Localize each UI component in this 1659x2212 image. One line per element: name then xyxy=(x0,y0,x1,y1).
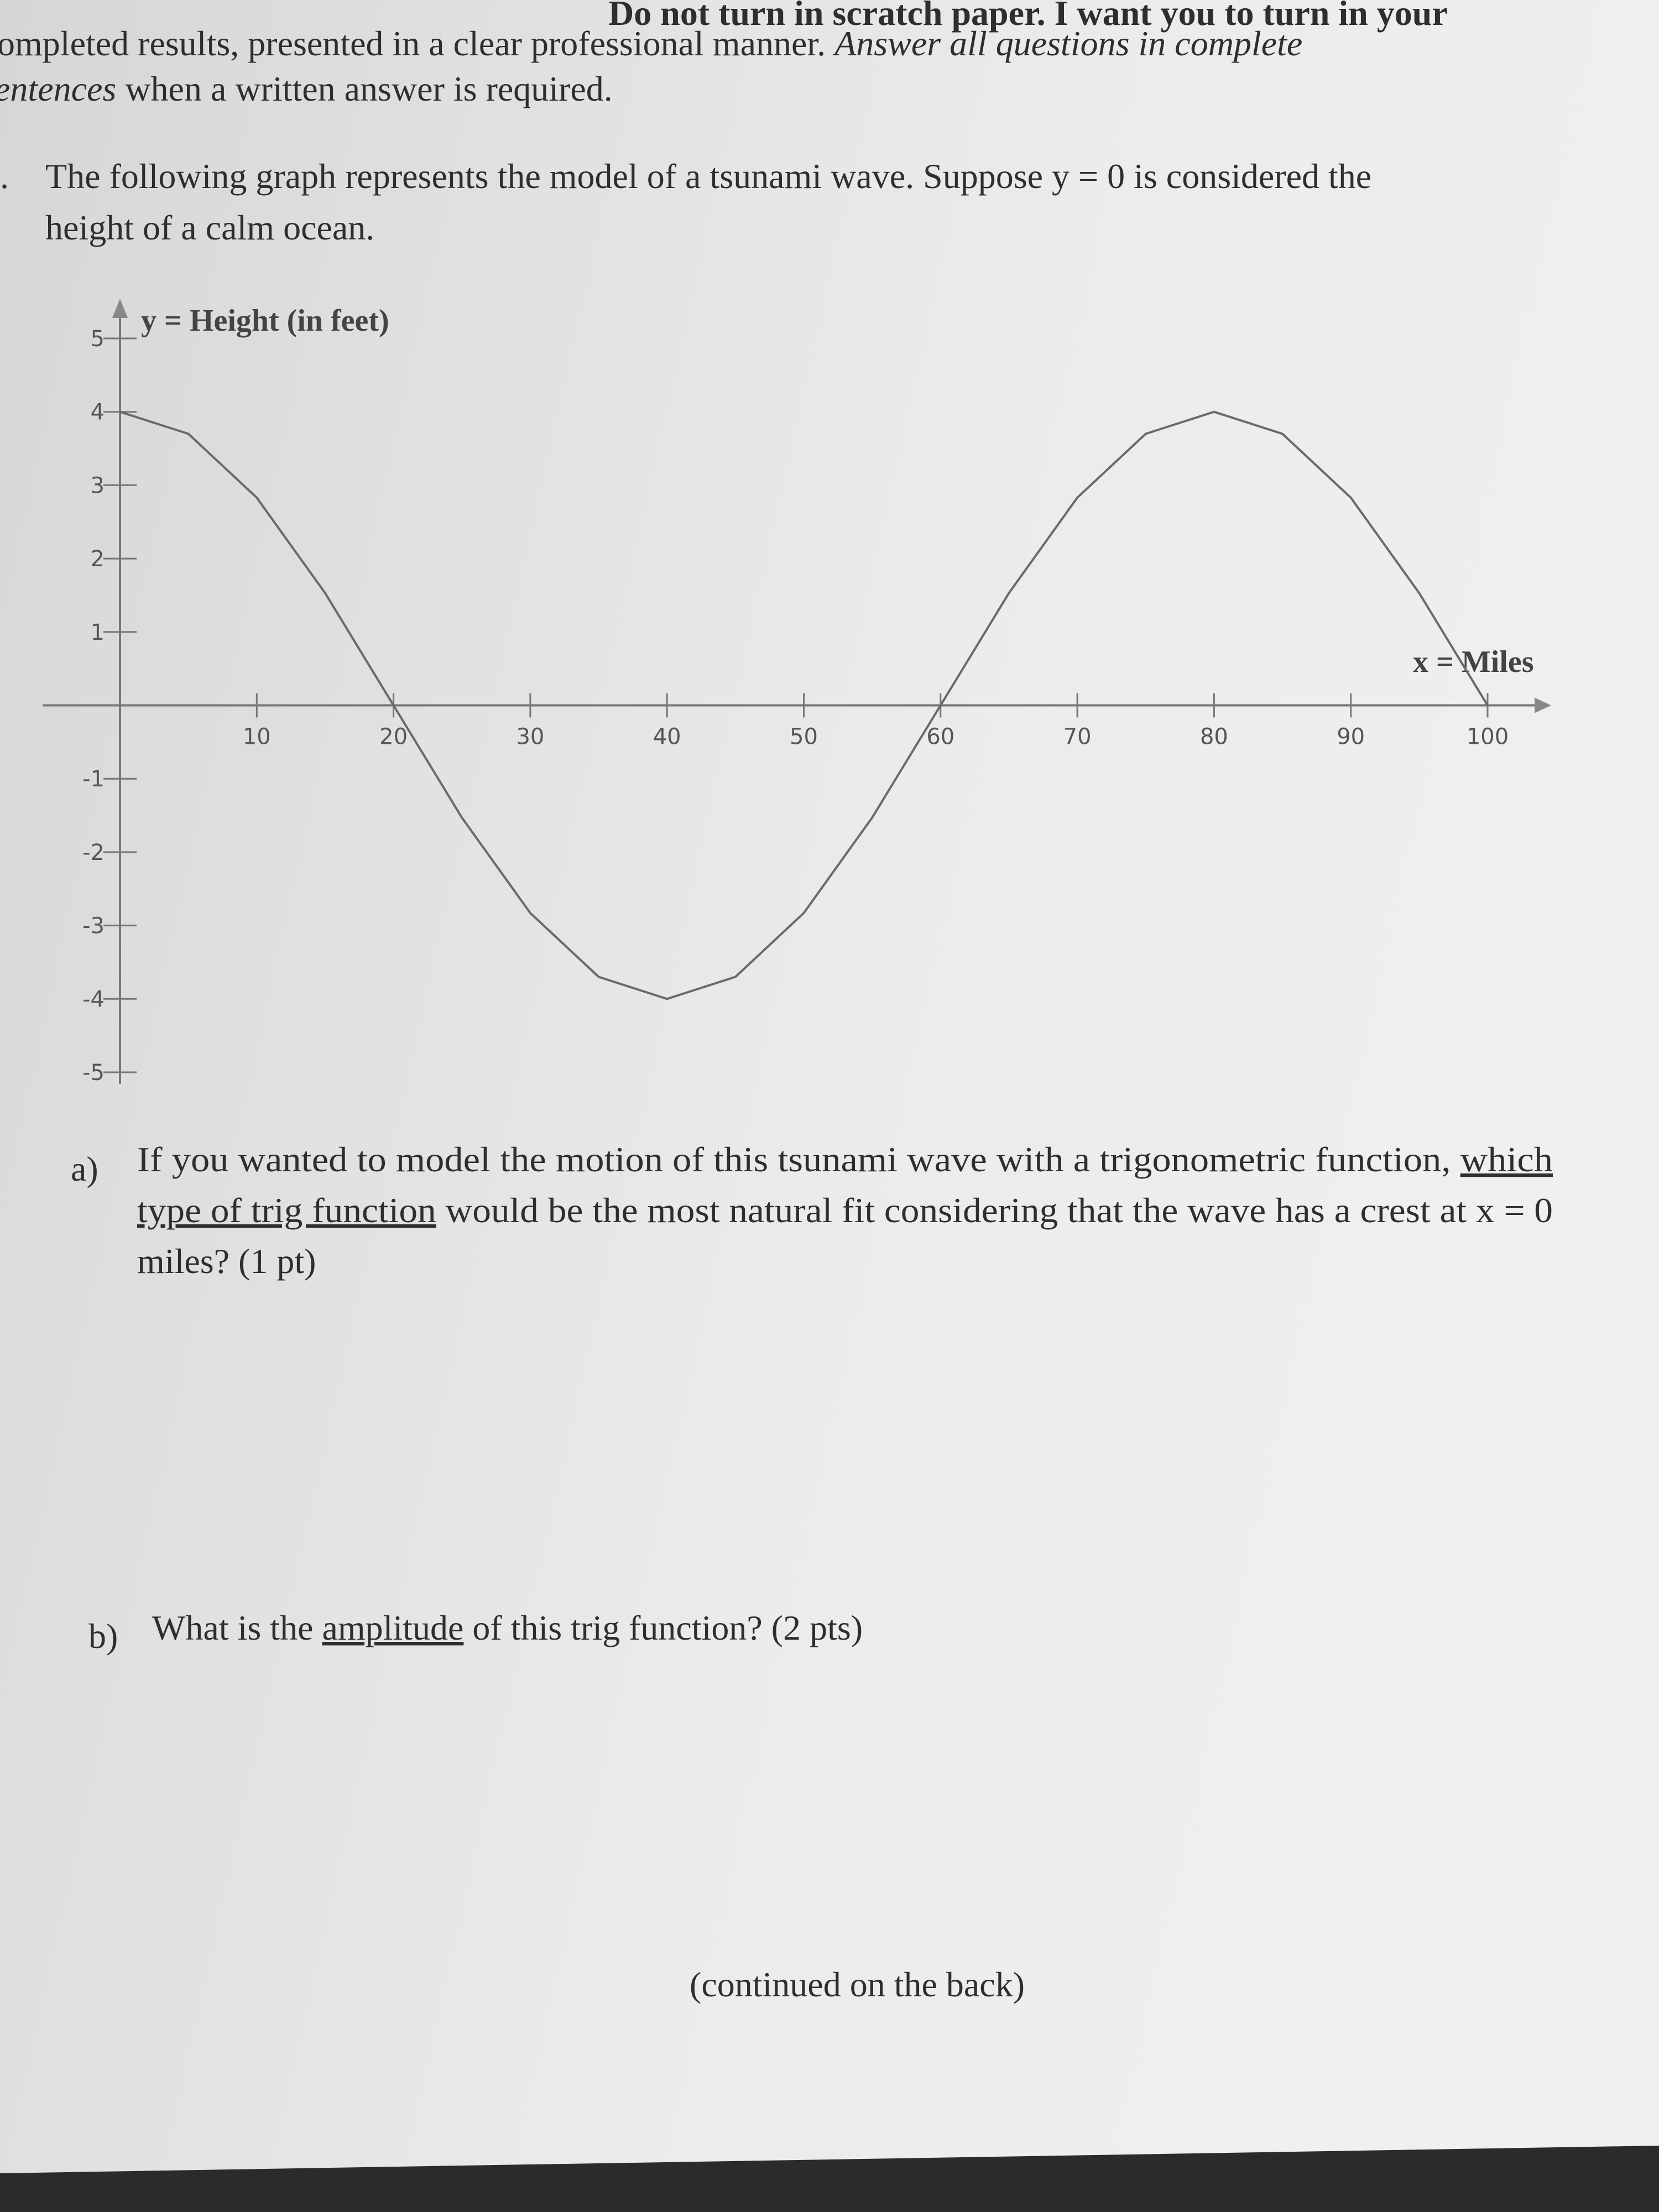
y-tick-label: -5 xyxy=(82,1060,105,1086)
text-segment: What is the xyxy=(152,1608,322,1647)
question-line: height of a calm ocean. xyxy=(45,208,374,247)
text-segment: would be the most natural fit considerin… xyxy=(436,1191,1553,1230)
x-tick-label: 70 xyxy=(1063,724,1092,750)
text-segment: ompleted results, presented in a clear p… xyxy=(0,24,834,63)
text-segment: entences xyxy=(0,69,116,108)
y-tick-label: 2 xyxy=(91,546,105,572)
text-line: entences when a written answer is requir… xyxy=(0,69,613,108)
y-tick-label: -1 xyxy=(82,766,105,792)
x-tick-label: 20 xyxy=(379,724,408,750)
text-line: What is the amplitude of this trig funct… xyxy=(152,1608,863,1647)
part-label: b) xyxy=(88,1616,118,1656)
footer: (continued on the back) xyxy=(690,1965,1025,2004)
text-segment: If you wanted to model the motion of thi… xyxy=(137,1140,1460,1179)
y-axis-arrow xyxy=(112,299,128,318)
x-tick-label: 50 xyxy=(790,724,818,750)
y-tick-label: -3 xyxy=(82,914,105,939)
text-segment: miles? (1 pt) xyxy=(137,1241,316,1281)
x-axis-arrow xyxy=(1535,697,1551,713)
text-segment: of this trig function? (2 pts) xyxy=(463,1608,863,1647)
text-segment: Answer all questions in complete xyxy=(832,24,1302,63)
x-tick-label: 30 xyxy=(516,724,544,750)
text-line: Do not turn in scratch paper. I want you… xyxy=(608,0,1448,33)
x-axis-label: x = Miles xyxy=(1413,645,1534,679)
y-tick-label: 4 xyxy=(91,400,105,425)
wave-line xyxy=(119,410,1489,1000)
y-axis-label: y = Height (in feet) xyxy=(141,304,389,338)
text-segment: when a written answer is required. xyxy=(116,69,612,108)
x-tick-label: 100 xyxy=(1467,724,1509,750)
table-edge xyxy=(0,2146,1659,2212)
text-line: If you wanted to model the motion of thi… xyxy=(137,1140,1553,1179)
y-tick-label: 3 xyxy=(91,473,105,498)
underlined-text: which xyxy=(1460,1140,1553,1179)
y-tick-label: 5 xyxy=(91,326,105,352)
text-line: miles? (1 pt) xyxy=(137,1241,316,1281)
underlined-text: type of trig function xyxy=(137,1191,436,1230)
text-line: ompleted results, presented in a clear p… xyxy=(0,24,1302,63)
x-tick-label: 80 xyxy=(1200,724,1228,750)
question-line: The following graph represents the model… xyxy=(45,156,1371,196)
bullet: . xyxy=(0,156,9,196)
underlined-text: amplitude xyxy=(322,1608,463,1647)
x-tick-label: 60 xyxy=(926,724,954,750)
x-tick-label: 40 xyxy=(653,724,681,750)
y-tick-label: 1 xyxy=(91,620,105,645)
y-tick-label: -2 xyxy=(82,840,105,865)
x-tick-label: 10 xyxy=(243,724,271,750)
y-tick-label: -4 xyxy=(82,987,105,1012)
x-tick-label: 90 xyxy=(1337,724,1365,750)
document: Do not turn in scratch paper. I want you… xyxy=(0,0,1553,2004)
text-segment: Do not turn in scratch paper. I want you… xyxy=(608,0,1448,33)
part-label: a) xyxy=(71,1149,98,1188)
text-line: type of trig function would be the most … xyxy=(137,1191,1553,1230)
